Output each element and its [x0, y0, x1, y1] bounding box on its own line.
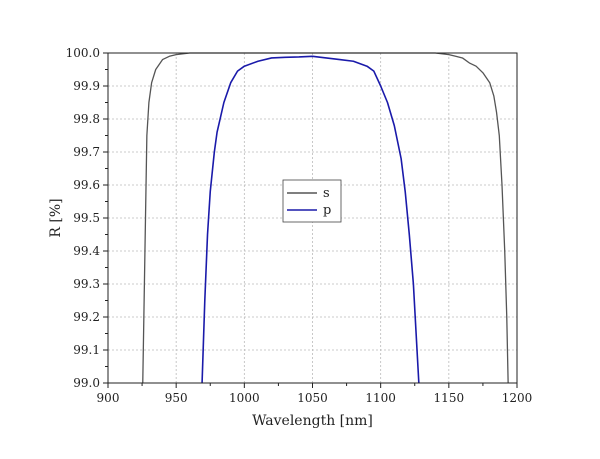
legend-box: [282, 179, 342, 223]
y-tick-label: 99.2: [73, 310, 100, 324]
x-tick-label: 950: [165, 391, 188, 405]
y-tick-label: 99.6: [73, 178, 100, 192]
x-tick-label: 1050: [297, 391, 328, 405]
series-line-p: [201, 55, 420, 384]
y-tick-label: 99.0: [73, 376, 100, 390]
y-tick-label: 99.3: [73, 277, 100, 291]
y-tick-label: 99.5: [73, 211, 100, 225]
x-tick-label: 1100: [365, 391, 396, 405]
x-axis-title: Wavelength [nm]: [252, 413, 373, 429]
y-tick-label: 99.1: [73, 343, 100, 357]
legend-label-s: s: [323, 186, 330, 201]
y-axis-title: R [%]: [48, 198, 64, 237]
y-tick-label: 100.0: [66, 46, 100, 60]
ticks: 900 950 1000 1050 1100 1150 1200 99.0 99.1 99.2 99…: [66, 46, 533, 405]
x-tick-label: 1150: [434, 391, 465, 405]
y-tick-label: 99.7: [73, 145, 100, 159]
x-tick-label: 1000: [229, 391, 260, 405]
x-tick-label: 1200: [502, 391, 533, 405]
legend-label-p: p: [323, 203, 331, 218]
x-tick-label: 900: [97, 391, 120, 405]
y-tick-label: 99.4: [73, 244, 100, 258]
legend: sp: [282, 179, 342, 223]
y-tick-label: 99.9: [73, 79, 100, 93]
y-tick-label: 99.8: [73, 112, 100, 126]
